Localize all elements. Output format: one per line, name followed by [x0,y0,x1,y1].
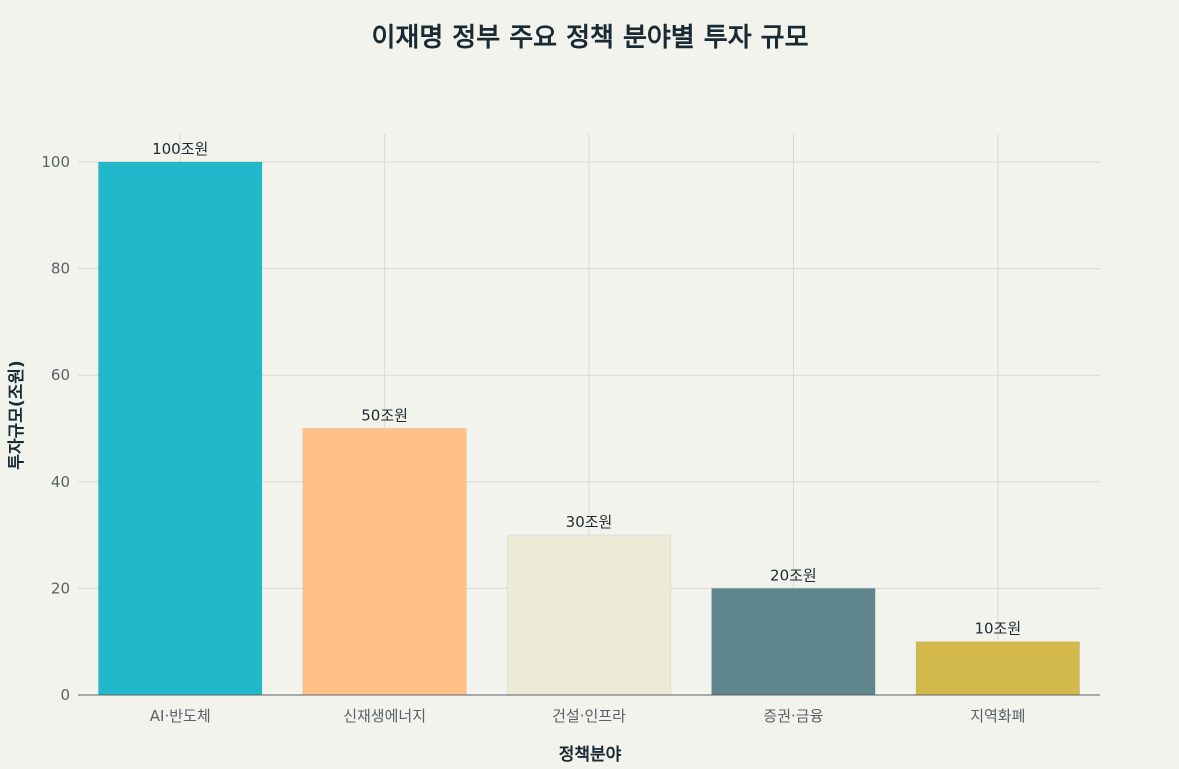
bar [915,641,1081,696]
bar [97,161,263,696]
bar-data-label: 50조원 [361,407,408,425]
x-tick-label: AI·반도체 [150,707,211,725]
x-tick-label: 증권·금융 [763,707,823,725]
y-tick-label: 0 [60,686,70,704]
bar-data-label: 20조원 [770,566,817,584]
x-tick-label: 신재생에너지 [343,707,426,725]
y-axis-ticks: 0 20 40 60 80 100 [41,153,70,704]
bar [711,587,876,696]
x-tick-label: 지역화폐 [970,707,1025,725]
bar-data-label: 30조원 [566,513,613,531]
bar-data-label: 100조원 [152,140,208,158]
x-axis-ticks: AI·반도체 신재생에너지 건설·인프라 증권·금융 지역화폐 [150,707,1026,725]
y-axis-title: 투자규모(조원) [7,360,27,469]
y-tick-label: 100 [41,153,70,171]
y-tick-label: 80 [51,260,70,278]
y-tick-label: 20 [51,579,70,597]
data-labels: 100조원 50조원 30조원 20조원 10조원 [152,140,1021,638]
y-tick-label: 40 [51,473,70,491]
bar [302,428,467,696]
x-axis-title: 정책분야 [559,745,622,765]
bar-data-label: 10조원 [974,620,1021,638]
x-tick-label: 건설·인프라 [552,707,626,725]
bar [506,534,672,696]
chart-title: 이재명 정부 주요 정책 분야별 투자 규모 [371,23,808,53]
y-tick-label: 60 [51,366,70,384]
